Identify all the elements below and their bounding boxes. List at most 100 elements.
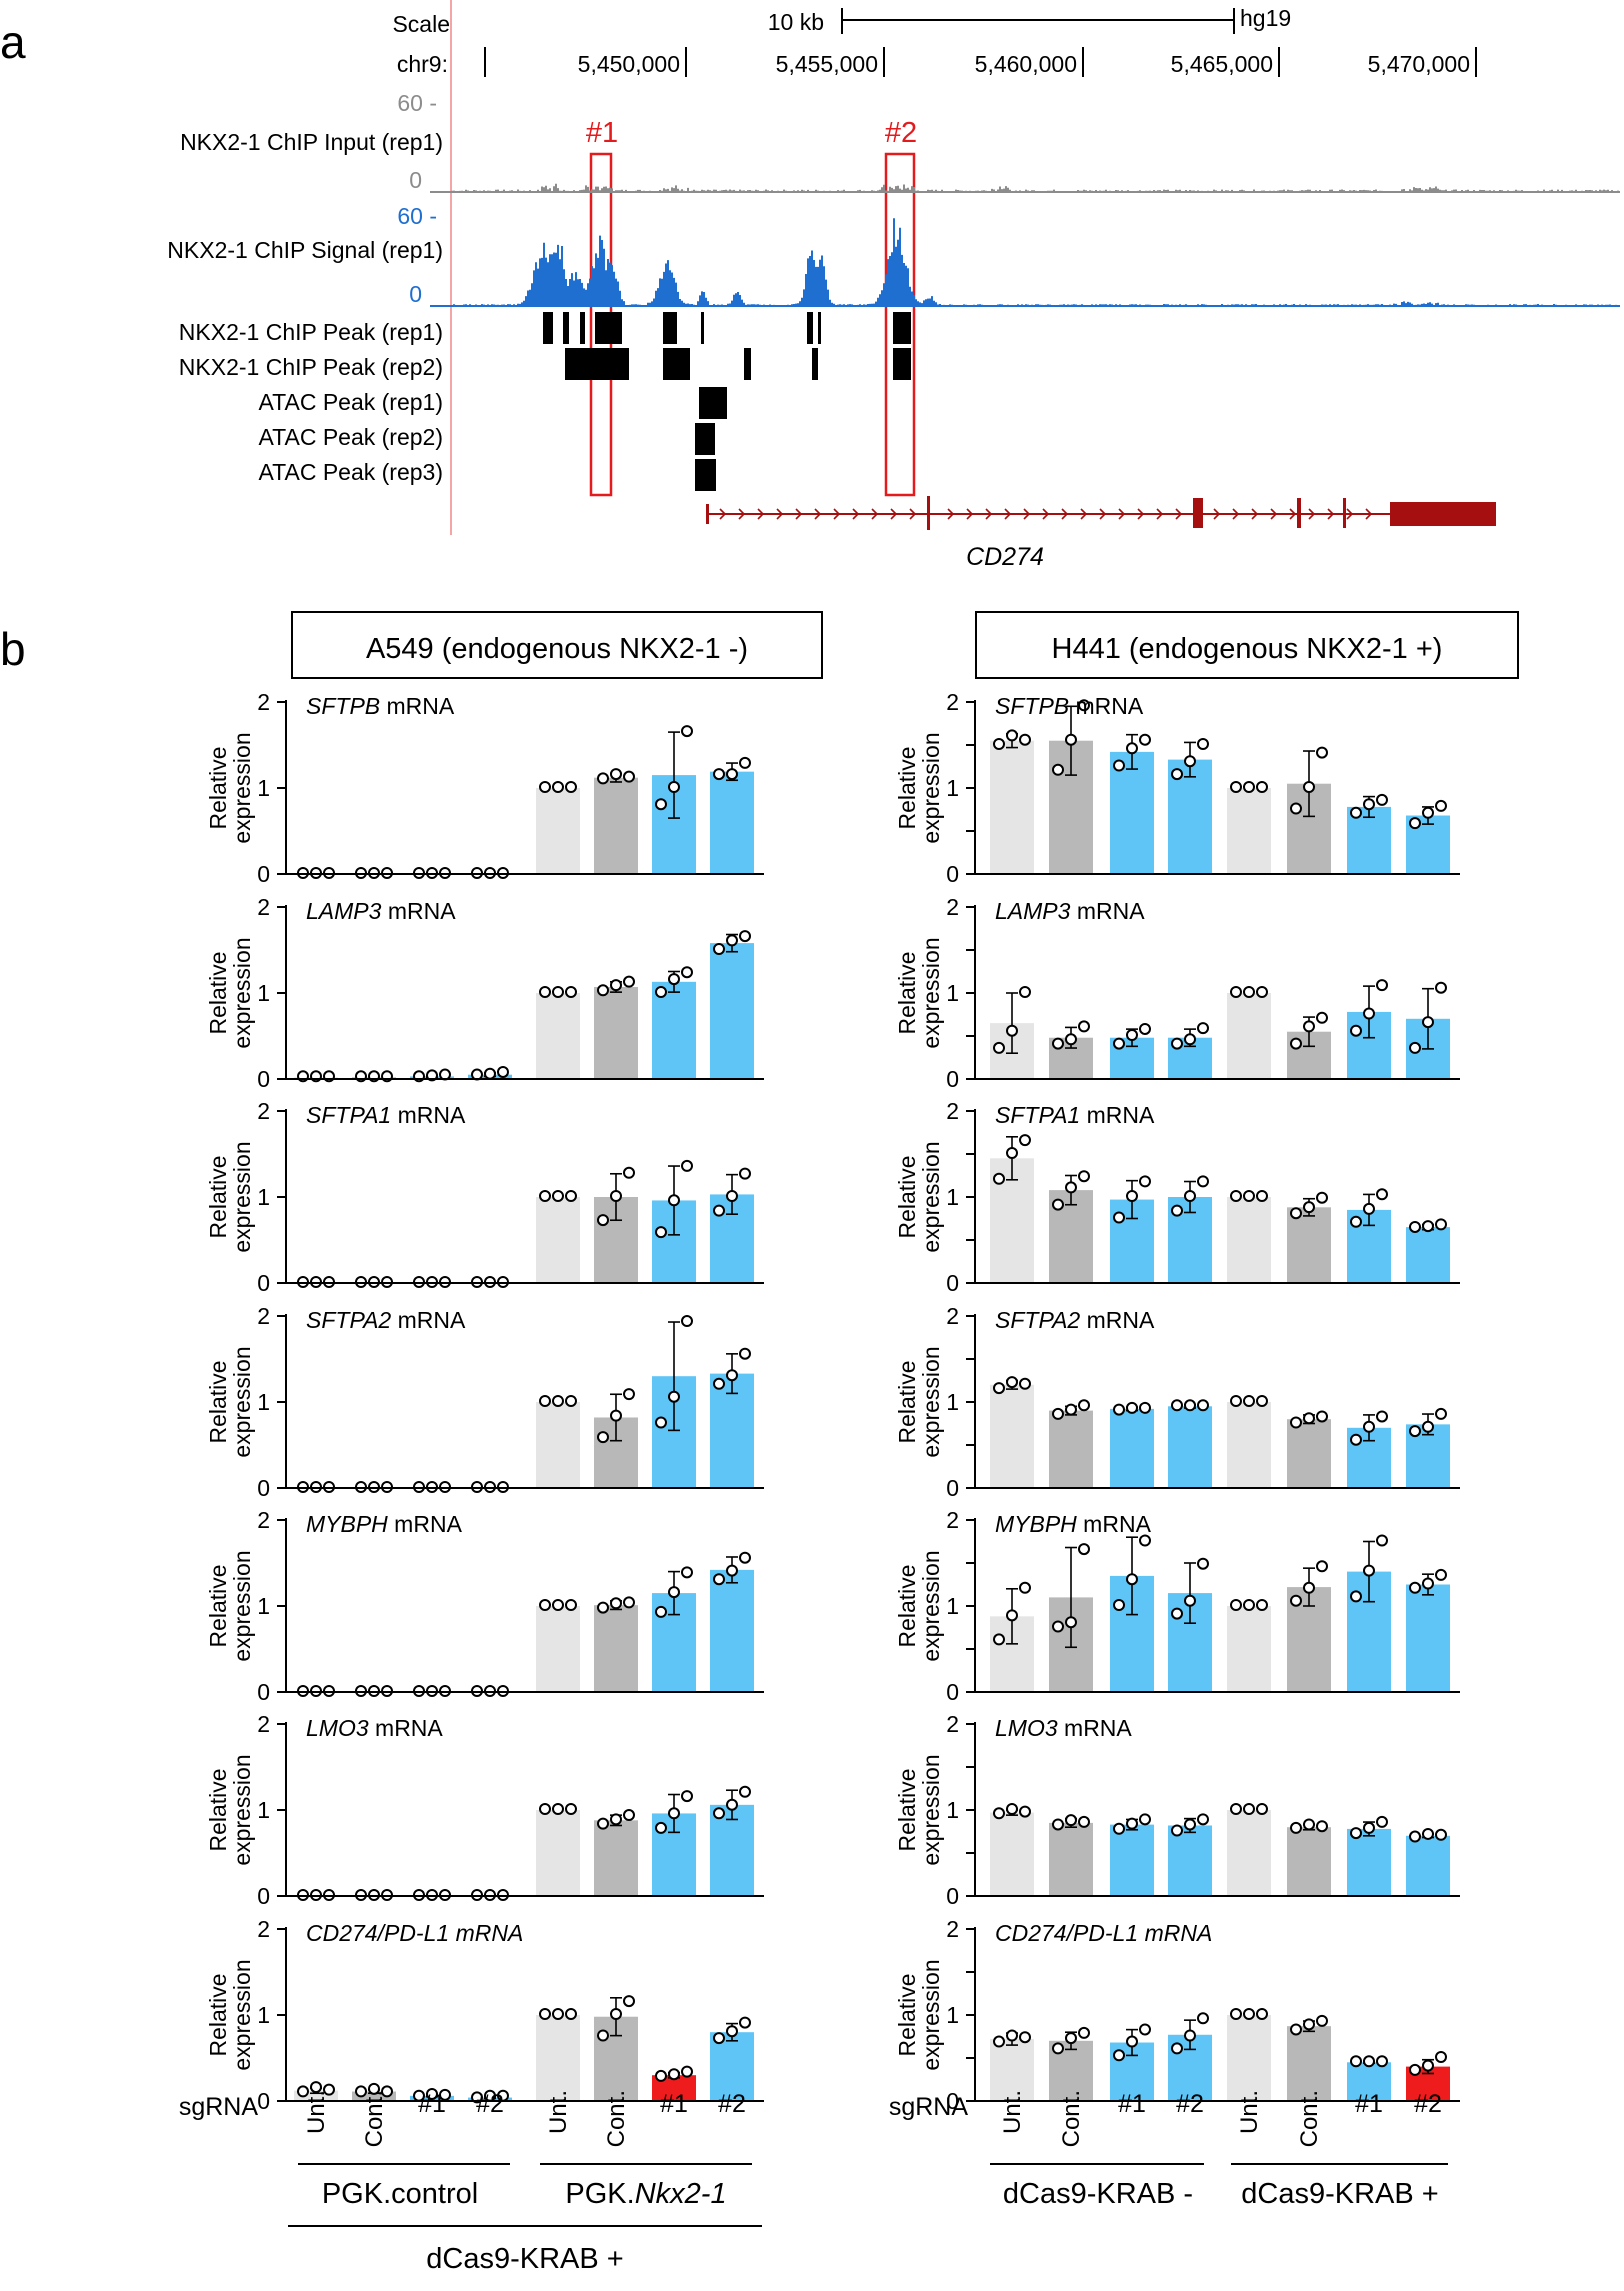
data-point-8-3 xyxy=(1435,1828,1447,1841)
data-point-6-3 xyxy=(1316,1560,1328,1573)
data-point-4-2 xyxy=(1184,755,1196,768)
gene-strand-arrows xyxy=(719,508,1373,520)
data-point-6-3 xyxy=(1316,1191,1328,1204)
data-point-4-3 xyxy=(1197,1557,1209,1570)
signal-track-signal xyxy=(451,218,1619,306)
sgrna-label-right: sgRNA xyxy=(889,2093,969,2121)
data-point-6-1 xyxy=(1290,2023,1302,2036)
y-tick-label-1: 0 xyxy=(946,1475,959,1501)
input-track-min: 0 xyxy=(409,167,422,193)
chart-title: SFTPA1 mRNA xyxy=(995,1102,1155,1128)
y-axis-label-line-1: Relative xyxy=(894,1768,920,1851)
y-tick-label-2: 1 xyxy=(257,1389,270,1415)
data-point-6-2 xyxy=(1303,1818,1315,1831)
y-tick-label-3: 1 xyxy=(946,1797,959,1823)
data-point-3-2 xyxy=(1126,742,1138,755)
data-point-5-3 xyxy=(1256,1395,1268,1407)
data-point-6-3 xyxy=(1316,2014,1328,2027)
data-point-8-2 xyxy=(726,1564,738,1577)
y-tick-label-3: 1 xyxy=(946,1593,959,1619)
chart-title-suffix: mRNA xyxy=(1080,1102,1155,1128)
data-point-1-1 xyxy=(993,2035,1005,2048)
data-point-4-1 xyxy=(1171,1824,1183,1837)
peak-block-track1-3 xyxy=(580,312,585,344)
coordinate-ticks: 5,450,000 5,455,000 5,460,000 5,465,000 5,47… xyxy=(578,47,1477,77)
x-category-right-5: Unt. xyxy=(1236,2090,1263,2134)
data-point-6-2 xyxy=(1303,1020,1315,1033)
y-tick-label-3: 2 xyxy=(257,689,270,715)
data-point-8-1 xyxy=(1409,1220,1421,1233)
chart-title-gene: LMO3 xyxy=(995,1715,1058,1741)
data-point-1-3 xyxy=(1019,1581,1031,1594)
y-axis-label-line-1: Relative xyxy=(894,951,920,1034)
data-point-6-3 xyxy=(623,1166,635,1179)
peak-block-track4-1 xyxy=(695,423,715,455)
chart-title-gene: CD274/PD-L1 mRNA xyxy=(306,1920,523,1946)
x-category-right-6: Cont. xyxy=(1296,2090,1323,2147)
data-point-6-2 xyxy=(610,979,622,992)
highlight-box-2 xyxy=(884,152,916,497)
chart-title-gene: SFTPA2 xyxy=(306,1307,391,1333)
gene-model-cd274 xyxy=(706,496,1496,530)
data-point-3-1 xyxy=(1113,1037,1125,1050)
y-tick-label-5: 2 xyxy=(946,689,959,715)
data-point-8-1 xyxy=(713,2032,725,2045)
y-tick-label-3: 1 xyxy=(946,1389,959,1415)
input-track-max: 60 - xyxy=(397,90,437,116)
data-point-6-1 xyxy=(1290,1594,1302,1607)
data-point-2-1 xyxy=(1052,1407,1064,1420)
data-point-3-2 xyxy=(1126,1029,1138,1041)
chart-title-suffix: mRNA xyxy=(1080,1307,1155,1333)
data-point-4-3 xyxy=(1197,1399,1209,1412)
data-point-8-3 xyxy=(739,930,751,943)
data-point-6-3 xyxy=(623,1809,635,1822)
chart-title: LMO3 mRNA xyxy=(306,1715,443,1741)
bar-Unt.-1 xyxy=(990,740,1034,874)
data-point-7-3 xyxy=(681,1315,693,1328)
gene-exon-3 xyxy=(1193,498,1203,528)
data-point-2-1 xyxy=(1052,1037,1064,1050)
data-point-5-2 xyxy=(552,1190,564,1202)
y-axis-label-line-2: expression xyxy=(918,1959,944,2070)
coord-label-3: 5,460,000 xyxy=(975,51,1077,77)
chart-title-gene: SFTPB xyxy=(995,693,1069,719)
x-category-right-8: #2 xyxy=(1414,2090,1442,2118)
chart-title: SFTPB mRNA xyxy=(995,693,1144,719)
data-point-8-3 xyxy=(1435,1568,1447,1581)
data-point-7-1 xyxy=(655,1226,667,1239)
data-point-7-1 xyxy=(655,986,667,998)
data-point-6-2 xyxy=(610,768,622,781)
data-point-8-2 xyxy=(726,1369,738,1382)
data-point-7-2 xyxy=(668,973,680,986)
y-tick-label-5: 2 xyxy=(946,1303,959,1329)
y-axis-label: Relativeexpression xyxy=(894,732,944,843)
data-point-8-3 xyxy=(739,756,751,769)
data-point-7-2 xyxy=(668,781,680,793)
data-point-7-3 xyxy=(1376,1410,1388,1423)
data-point-5-2 xyxy=(552,2008,564,2020)
data-point-5-3 xyxy=(565,2008,577,2020)
data-point-8-3 xyxy=(739,1785,751,1798)
bar-#2-4 xyxy=(1168,1406,1212,1488)
y-axis-label-line-1: Relative xyxy=(205,1564,231,1647)
data-point-5-2 xyxy=(1243,1599,1255,1611)
data-point-2-3 xyxy=(1078,1543,1090,1556)
data-point-1-3 xyxy=(1019,2031,1031,2044)
x-category-left-8: #2 xyxy=(718,2090,746,2118)
y-tick-label-2: 1 xyxy=(257,1184,270,1210)
data-point-3-3 xyxy=(439,2088,451,2101)
data-point-3-3 xyxy=(1139,2023,1151,2036)
data-point-8-2 xyxy=(1422,1827,1434,1840)
data-point-4-1 xyxy=(1171,1204,1183,1217)
chart-title-suffix: mRNA xyxy=(388,1511,463,1537)
data-point-5-2 xyxy=(1243,986,1255,998)
data-point-1-2 xyxy=(1006,2029,1018,2042)
data-point-7-3 xyxy=(681,1790,693,1803)
y-tick-label-1: 0 xyxy=(946,1883,959,1909)
bar-Unt.-1 xyxy=(990,1384,1034,1488)
gene-exon-6-utr xyxy=(1390,502,1496,526)
chart-title-gene: SFTPB xyxy=(306,693,380,719)
data-point-5-1 xyxy=(539,1190,551,1202)
left-group-1-label: PGK.control xyxy=(322,2178,478,2210)
